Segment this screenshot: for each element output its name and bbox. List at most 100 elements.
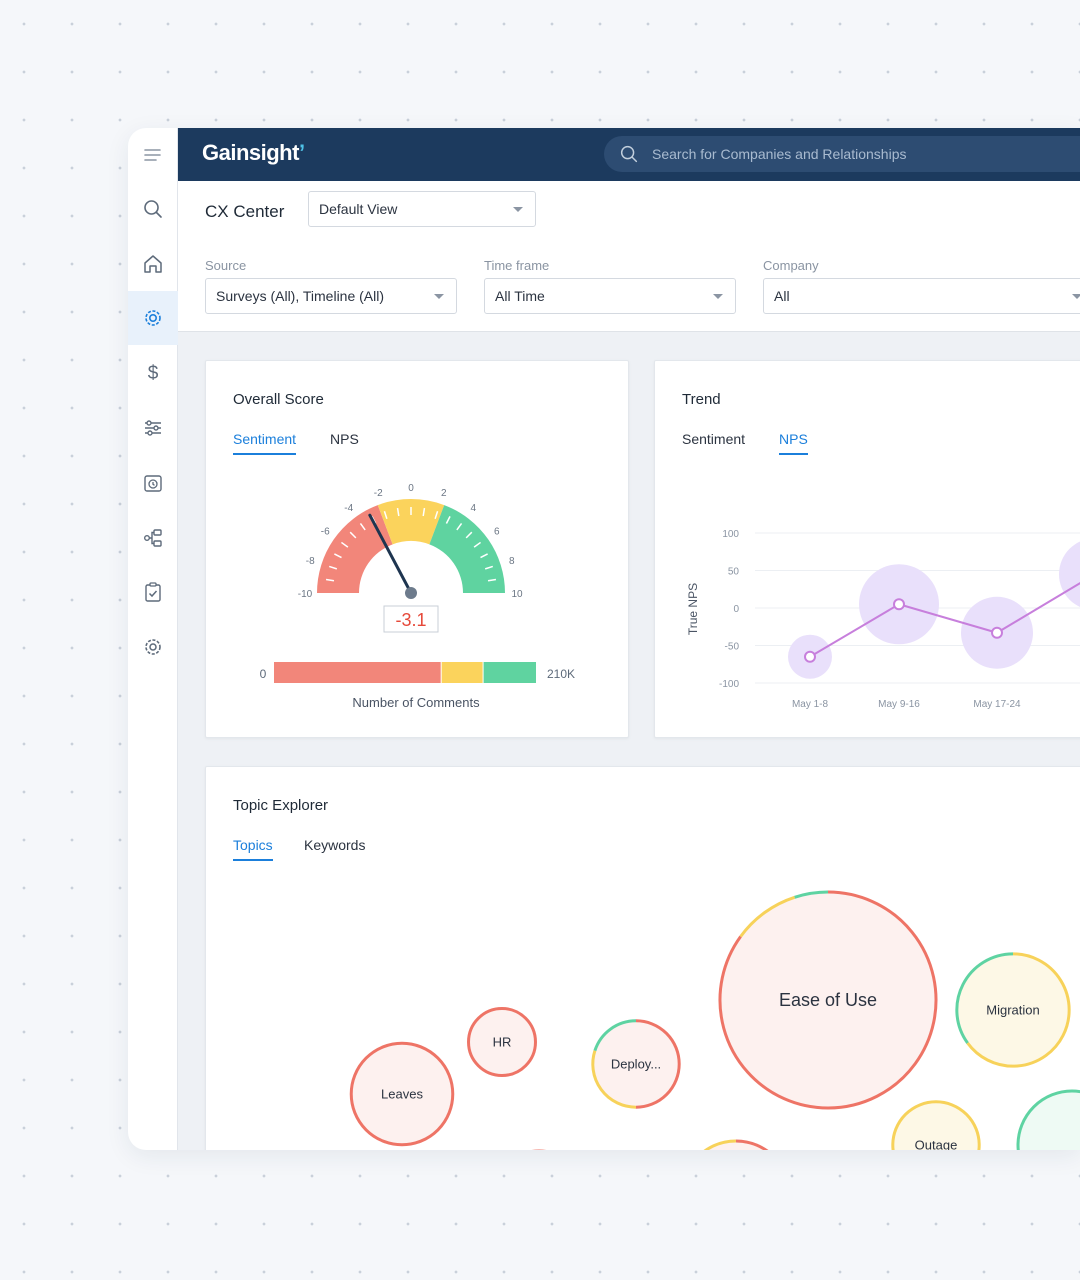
gauge-needle [368,513,413,595]
page-title: CX Center [205,202,285,221]
topic-bubble[interactable] [1018,1091,1080,1150]
gauge-tick-label: -6 [321,527,330,538]
gauge-needle-hub [405,587,417,599]
gauge-tick-label: 0 [408,483,414,494]
workflow-icon[interactable] [128,511,178,565]
sentiment-gauge: -10 -8 -6 -4 -2 0 2 4 6 8 10 -3.1 0 210K Number of… [260,483,575,710]
topic-neutral-arc [891,1100,981,1150]
topic-positive-arc [794,890,829,899]
topic-bubble[interactable] [592,1020,680,1108]
gauge-tick-label: -4 [344,503,353,514]
gainsight-logo[interactable]: Gainsight’ [202,140,305,165]
nps-trend-chart: True NPS 100 50 0 -50 -100 May 1-8 May 9-16 May… [686,529,1080,710]
x-tick-label: May 17-24 [973,699,1021,710]
sidebar: $ [128,128,178,1150]
tab-keywords[interactable]: Keywords [304,837,366,853]
comments-max-label: 210K [547,667,575,681]
search-icon [620,145,638,163]
view-select-value: Default View [319,201,398,217]
topic-neutral-arc [591,1050,637,1109]
gauge-tick-label: 2 [441,488,447,499]
checklist-icon[interactable] [128,565,178,619]
topic-bubble[interactable] [720,892,936,1108]
topic-explorer-card: Topic Explorer Topics Keywords Ease of U… [205,766,1080,1150]
gauge-minor-tick [340,541,349,548]
view-select[interactable]: Default View [308,191,536,227]
gauge-minor-tick [349,531,357,539]
timeframe-select[interactable]: All Time [484,278,736,314]
gauge-tick-label: -10 [298,589,313,600]
gauge-tick-label: -2 [374,488,383,499]
tab-sentiment[interactable]: Sentiment [233,431,297,455]
company-label: Company [763,258,819,273]
cx-gear-icon[interactable] [128,291,178,345]
card-title: Topic Explorer [233,797,329,814]
top-navigation-bar: Gainsight’ [178,128,1080,181]
topic-bubble[interactable] [956,953,1070,1067]
gauge-minor-tick [473,541,482,548]
gauge-minor-tick [445,516,451,524]
tab-nps[interactable]: NPS [330,431,359,447]
chevron-down-icon [513,207,523,212]
gauge-neutral-band [377,499,445,545]
y-tick-label: 0 [733,604,739,615]
topic-neutral-arc [966,952,1071,1068]
gauge-minor-tick [334,553,342,559]
chevron-down-icon [1072,294,1080,299]
source-select[interactable]: Surveys (All), Timeline (All) [205,278,457,314]
home-icon[interactable] [128,237,178,291]
source-value: Surveys (All), Timeline (All) [216,288,385,304]
settings-icon[interactable] [128,620,178,674]
topic-negative-arc [635,1019,681,1109]
gauge-minor-tick [487,578,497,582]
dollar-icon[interactable]: $ [128,346,178,400]
topic-bubble-label: Leaves [381,1086,423,1101]
trend-point[interactable] [804,650,816,663]
search-input[interactable] [652,146,1052,162]
gauge-minor-tick [465,531,473,539]
gauge-tick-label: 6 [494,527,500,538]
gauge-minor-tick [484,565,494,570]
menu-icon[interactable] [128,128,178,182]
topic-bubble-label: Deploy... [611,1056,661,1071]
topic-bubble-label: Migration [986,1002,1039,1017]
topic-negative-arc [349,1041,455,1147]
y-tick-label: 50 [728,567,740,578]
trend-bubble[interactable] [1059,538,1080,610]
gauge-tick-label: 8 [509,556,515,567]
search-icon[interactable] [128,182,178,236]
trend-point[interactable] [991,626,1003,639]
gauge-negative-band [317,505,393,593]
y-tick-label: 100 [722,529,739,540]
tab-topics[interactable]: Topics [233,837,273,861]
gauge-minor-tick [325,578,335,582]
gauge-minor-tick [359,522,366,531]
tab-sentiment[interactable]: Sentiment [682,431,746,447]
tab-nps[interactable]: NPS [779,431,808,455]
company-select[interactable]: All [763,278,1080,314]
gauge-tick-label: 4 [471,503,477,514]
gauge-minor-tick [328,565,338,570]
topic-bubble[interactable] [351,1043,453,1145]
global-search[interactable] [604,136,1080,172]
comments-min-label: 0 [260,667,267,681]
gauge-tick-label: 10 [511,589,523,600]
y-tick-label: -50 [725,642,740,653]
comments-caption: Number of Comments [352,695,480,710]
topic-neutral-arc [739,895,796,938]
card-title: Trend [682,391,721,408]
chevron-down-icon [434,294,444,299]
topic-bubble-label: Outage [915,1137,958,1150]
topic-bubble[interactable] [468,1008,536,1076]
topic-positive-arc [593,1019,637,1052]
filter-header: CX Center Default View Source Surveys (A… [178,181,1080,332]
topic-neutral-arc [703,1139,737,1150]
source-label: Source [205,258,247,273]
x-tick-label: May 9-16 [878,699,920,710]
topic-bubble[interactable] [892,1101,980,1150]
company-value: All [774,288,790,304]
sliders-icon[interactable] [128,401,178,455]
calendar-clock-icon[interactable] [128,456,178,510]
topic-bubble-label: Ease of Use [779,990,877,1010]
trend-point[interactable] [893,598,905,611]
